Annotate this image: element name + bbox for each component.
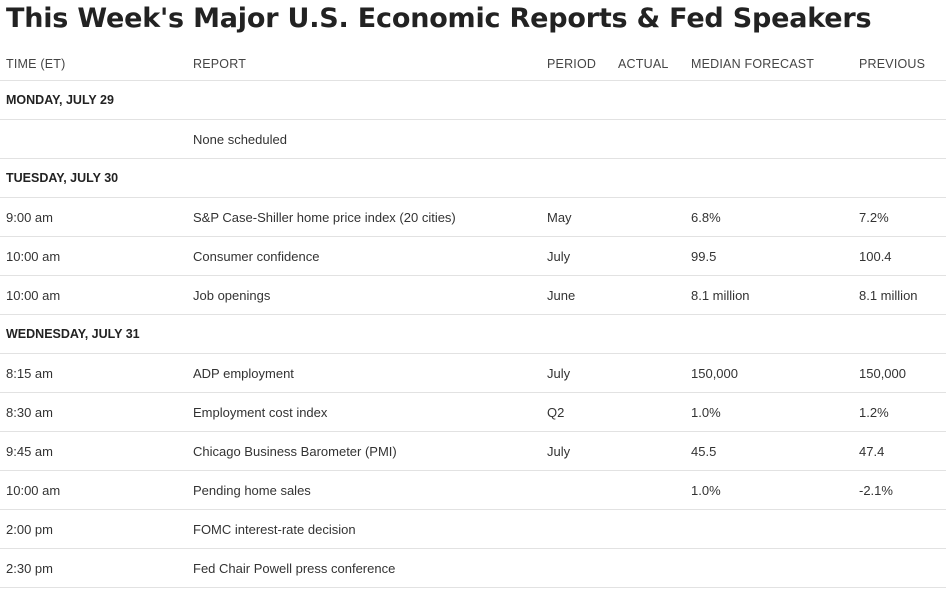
cell-previous: -2.1% <box>859 482 893 498</box>
cell-median-forecast: 6.8% <box>691 209 721 225</box>
day-label: MONDAY, JULY 29 <box>6 93 114 107</box>
cell-previous: 8.1 million <box>859 287 918 303</box>
cell-report: Job openings <box>193 287 271 303</box>
cell-median-forecast: 150,000 <box>691 365 738 381</box>
cell-period: May <box>547 209 572 225</box>
day-row: TUESDAY, JULY 30 <box>0 159 946 198</box>
cell-time: 8:30 am <box>6 404 53 420</box>
cell-report: Fed Chair Powell press conference <box>193 560 396 576</box>
cell-period: July <box>547 248 571 264</box>
day-row: WEDNESDAY, JULY 31 <box>0 315 946 354</box>
column-header-actual: ACTUAL <box>618 56 669 71</box>
cell-time: 9:00 am <box>6 209 53 225</box>
table-row: 10:00 am Pending home sales 1.0% -2.1% <box>0 471 946 510</box>
table-header-row: TIME (ET) REPORT PERIOD ACTUAL MEDIAN FO… <box>0 47 946 81</box>
table-row: 8:30 am Employment cost index Q2 1.0% 1.… <box>0 393 946 432</box>
column-header-median-forecast: MEDIAN FORECAST <box>691 56 815 71</box>
economic-calendar-table: TIME (ET) REPORT PERIOD ACTUAL MEDIAN FO… <box>0 47 946 588</box>
cell-report: S&P Case-Shiller home price index (20 ci… <box>193 209 456 225</box>
cell-time: 10:00 am <box>6 248 61 264</box>
column-header-previous: PREVIOUS <box>859 56 926 71</box>
cell-report: Pending home sales <box>193 482 311 498</box>
cell-period: July <box>547 443 571 459</box>
cell-report: Employment cost index <box>193 404 328 420</box>
cell-median-forecast: 8.1 million <box>691 287 750 303</box>
cell-time: 2:00 pm <box>6 521 53 537</box>
cell-report: ADP employment <box>193 365 294 381</box>
table-row: 9:00 am S&P Case-Shiller home price inde… <box>0 198 946 237</box>
column-header-period: PERIOD <box>547 56 597 71</box>
cell-report: Chicago Business Barometer (PMI) <box>193 443 397 459</box>
table-row: None scheduled <box>0 120 946 159</box>
cell-time: 2:30 pm <box>6 560 53 576</box>
cell-time: 10:00 am <box>6 287 61 303</box>
cell-period: June <box>547 287 576 303</box>
table-row: 10:00 am Consumer confidence July 99.5 1… <box>0 237 946 276</box>
page-title: This Week's Major U.S. Economic Reports … <box>6 3 872 34</box>
cell-report: FOMC interest-rate decision <box>193 521 356 537</box>
cell-time: 8:15 am <box>6 365 53 381</box>
day-label: WEDNESDAY, JULY 31 <box>6 327 140 341</box>
cell-previous: 7.2% <box>859 209 889 225</box>
cell-period: July <box>547 365 571 381</box>
cell-previous: 150,000 <box>859 365 906 381</box>
table-row: 2:30 pm Fed Chair Powell press conferenc… <box>0 549 946 588</box>
cell-period: Q2 <box>547 404 565 420</box>
day-row: MONDAY, JULY 29 <box>0 81 946 120</box>
cell-median-forecast: 45.5 <box>691 443 717 459</box>
cell-time: 9:45 am <box>6 443 53 459</box>
cell-previous: 100.4 <box>859 248 892 264</box>
cell-median-forecast: 1.0% <box>691 404 721 420</box>
cell-previous: 1.2% <box>859 404 889 420</box>
cell-previous: 47.4 <box>859 443 885 459</box>
column-header-time: TIME (ET) <box>6 56 66 71</box>
cell-time: 10:00 am <box>6 482 61 498</box>
cell-median-forecast: 99.5 <box>691 248 717 264</box>
cell-report: None scheduled <box>193 131 287 147</box>
cell-report: Consumer confidence <box>193 248 320 264</box>
table-row: 2:00 pm FOMC interest-rate decision <box>0 510 946 549</box>
cell-median-forecast: 1.0% <box>691 482 721 498</box>
table-row: 8:15 am ADP employment July 150,000 150,… <box>0 354 946 393</box>
table-row: 9:45 am Chicago Business Barometer (PMI)… <box>0 432 946 471</box>
day-label: TUESDAY, JULY 30 <box>6 171 119 185</box>
column-header-report: REPORT <box>193 56 247 71</box>
table-row: 10:00 am Job openings June 8.1 million 8… <box>0 276 946 315</box>
